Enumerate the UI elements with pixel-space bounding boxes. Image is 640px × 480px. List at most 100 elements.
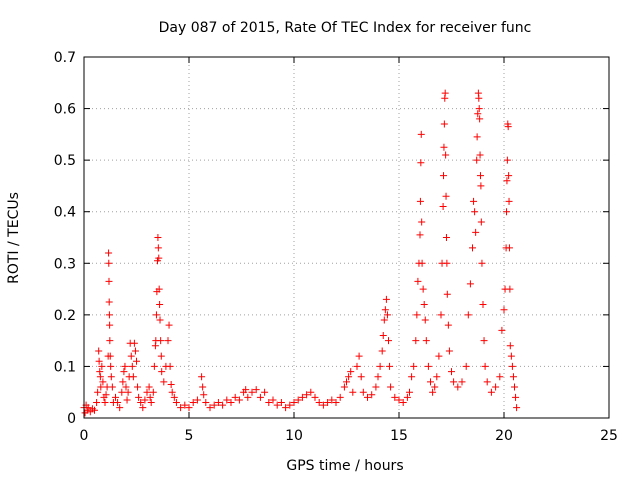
data-point-plus: [487, 388, 495, 396]
data-point-plus: [372, 383, 380, 391]
data-point-plus: [503, 208, 511, 216]
y-tick-label: 0: [67, 411, 76, 427]
data-point-plus: [343, 378, 350, 386]
data-point-plus: [248, 388, 256, 396]
data-point-plus: [277, 399, 285, 407]
data-point-plus: [349, 388, 357, 396]
data-point-plus: [143, 388, 151, 396]
data-point-plus: [177, 404, 185, 412]
data-point-plus: [473, 156, 481, 164]
data-point-plus: [374, 373, 382, 381]
data-point-plus: [102, 391, 110, 399]
data-point-plus: [286, 401, 294, 409]
data-point-plus: [244, 393, 252, 401]
data-point-plus: [483, 378, 491, 386]
data-point-plus: [503, 177, 511, 185]
data-point-plus: [168, 388, 176, 396]
data-point-plus: [503, 156, 511, 164]
data-point-plus: [413, 311, 421, 319]
data-point-plus: [408, 373, 416, 381]
data-point-plus: [505, 172, 513, 180]
data-point-plus: [145, 383, 153, 391]
data-point-plus: [498, 326, 506, 334]
data-point-plus: [120, 368, 128, 376]
data-point-plus: [475, 94, 483, 102]
data-point-plus: [328, 396, 336, 404]
data-point-plus: [416, 231, 424, 239]
data-points: [80, 89, 521, 417]
data-point-plus: [355, 352, 363, 360]
data-point-plus: [108, 383, 116, 391]
chart-title: Day 087 of 2015, Rate Of TEC Index for r…: [159, 20, 532, 36]
data-point-plus: [105, 298, 113, 306]
data-point-plus: [152, 311, 160, 319]
data-point-plus: [444, 321, 452, 329]
data-point-plus: [96, 368, 104, 376]
data-point-plus: [474, 110, 482, 118]
y-tick-label: 0.6: [54, 102, 76, 118]
data-point-plus: [135, 393, 143, 401]
data-point-plus: [433, 373, 441, 381]
data-point-plus: [256, 393, 264, 401]
data-point-plus: [505, 244, 513, 252]
data-point-plus: [420, 301, 428, 309]
data-point-plus: [269, 396, 277, 404]
data-point-plus: [166, 362, 174, 370]
data-point-plus: [386, 362, 394, 370]
data-point-plus: [319, 401, 327, 409]
data-point-plus: [368, 391, 376, 399]
data-point-plus: [131, 347, 139, 355]
data-point-plus: [345, 373, 353, 381]
data-point-plus: [106, 337, 114, 345]
data-point-plus: [440, 172, 448, 180]
data-point-plus: [141, 396, 149, 404]
data-point-plus: [198, 373, 206, 381]
axis-ticks: 0 5 10 15 20 25 0 0.1 0.2 0.3 0.4 0.5 0.6 0.7: [54, 50, 618, 444]
data-point-plus: [442, 192, 450, 200]
data-point-plus: [107, 362, 115, 370]
data-point-plus: [418, 218, 426, 226]
y-tick-label: 0.1: [54, 359, 76, 375]
data-point-plus: [107, 373, 115, 381]
data-point-plus: [324, 399, 332, 407]
data-point-plus: [403, 393, 411, 401]
data-point-plus: [167, 380, 175, 388]
data-point-plus: [315, 399, 323, 407]
data-point-plus: [156, 301, 164, 309]
data-point-plus: [172, 399, 180, 407]
data-point-plus: [105, 277, 113, 285]
data-point-plus: [134, 383, 142, 391]
data-point-plus: [429, 388, 437, 396]
data-point-plus: [252, 386, 260, 394]
data-point-plus: [130, 339, 138, 347]
data-point-plus: [458, 378, 466, 386]
data-point-plus: [385, 337, 392, 345]
x-tick-label: 20: [495, 428, 513, 444]
data-point-plus: [382, 295, 390, 303]
data-point-plus: [273, 401, 281, 409]
data-point-plus: [124, 388, 132, 396]
data-point-plus: [364, 393, 371, 401]
x-tick-label: 10: [285, 428, 303, 444]
data-point-plus: [185, 404, 193, 412]
data-point-plus: [442, 151, 450, 159]
data-point-plus: [508, 362, 516, 370]
data-point-plus: [440, 143, 448, 151]
data-point-plus: [439, 203, 447, 211]
data-point-plus: [359, 388, 367, 396]
data-point-plus: [122, 383, 130, 391]
data-point-plus: [466, 280, 474, 288]
data-point-plus: [193, 396, 201, 404]
data-point-plus: [133, 357, 140, 365]
data-point-plus: [206, 404, 214, 412]
data-point-plus: [391, 393, 399, 401]
data-point-plus: [421, 316, 429, 324]
data-point-plus: [437, 311, 445, 319]
data-point-plus: [500, 306, 508, 314]
data-point-plus: [160, 378, 168, 386]
data-point-plus: [441, 89, 449, 97]
data-point-plus: [450, 378, 458, 386]
data-point-plus: [112, 393, 119, 401]
data-point-plus: [507, 352, 515, 360]
y-tick-label: 0.4: [54, 205, 76, 221]
